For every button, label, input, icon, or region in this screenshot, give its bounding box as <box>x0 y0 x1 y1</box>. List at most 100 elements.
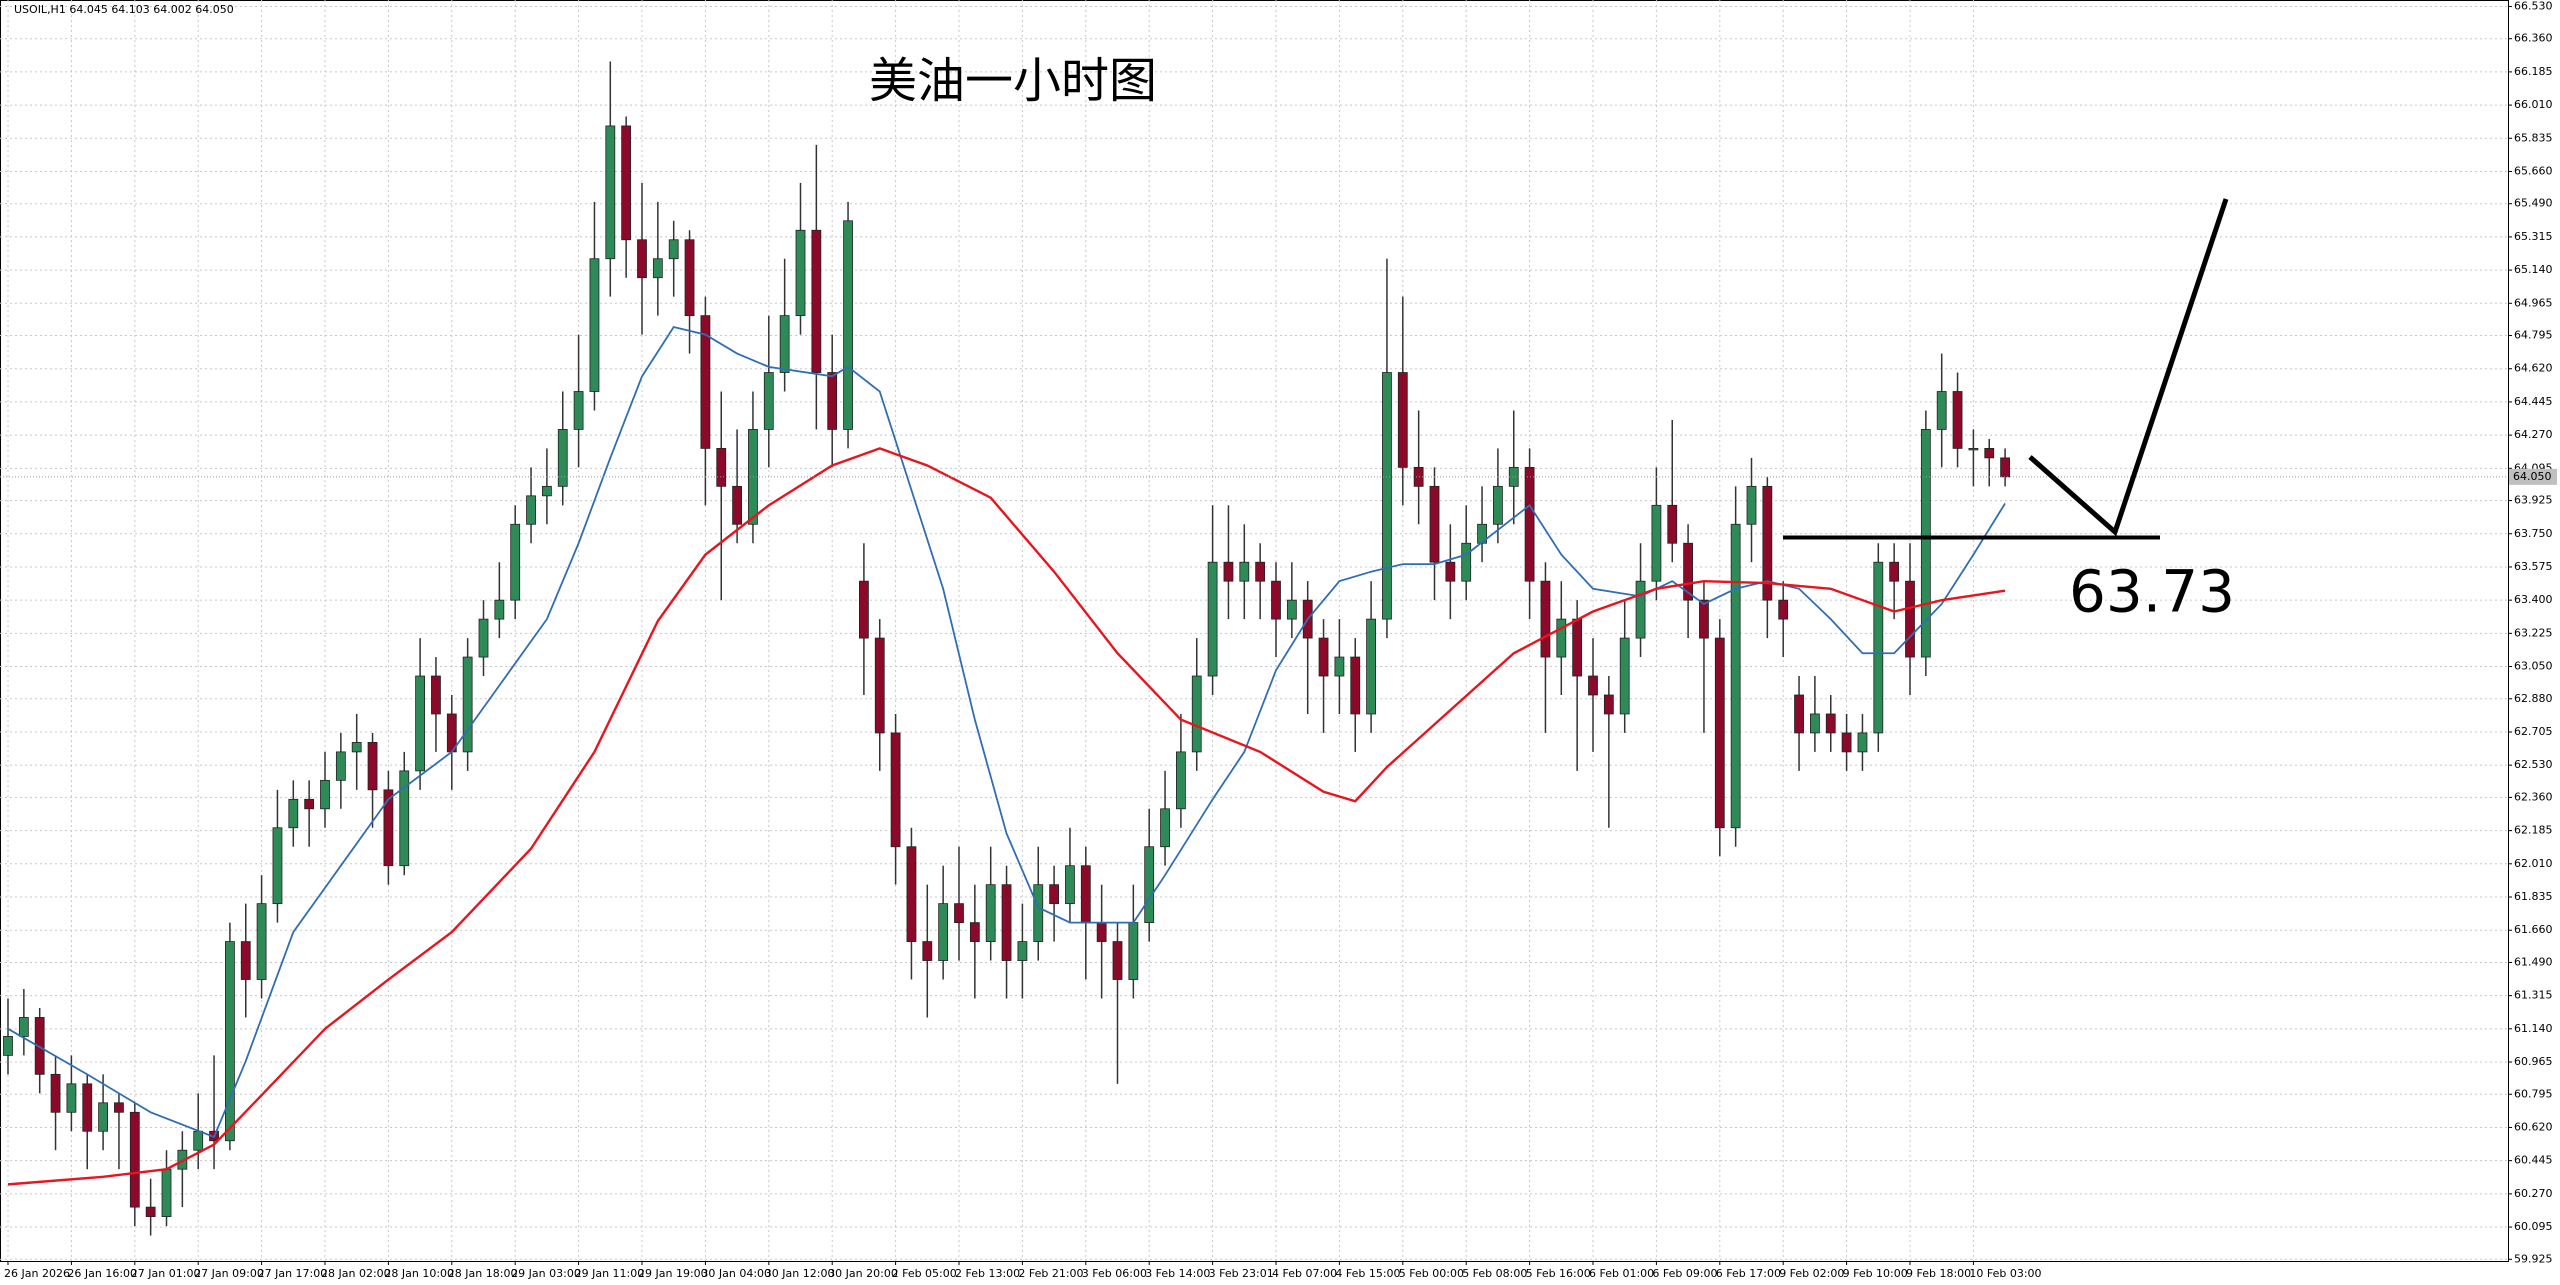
candle-body <box>114 1102 124 1113</box>
y-tick-label: 60.095 <box>2514 1220 2553 1233</box>
x-tick-label: 29 Jan 03:00 <box>511 1267 581 1280</box>
candle-body <box>1920 429 1931 658</box>
candle-body <box>1033 884 1044 942</box>
candle-body <box>1493 485 1503 525</box>
candle-body <box>1667 504 1678 544</box>
candle-body <box>1096 922 1107 942</box>
candle-body <box>1936 391 1947 430</box>
candle-body <box>795 229 806 317</box>
candle-body <box>763 372 774 430</box>
y-tick-label: 61.140 <box>2514 1022 2553 1035</box>
candle-body <box>1889 561 1900 582</box>
marks <box>0 61 2508 1236</box>
candle-body <box>1080 865 1091 924</box>
candle-body <box>1572 618 1583 677</box>
candle-body <box>637 239 647 279</box>
candle-body <box>1825 713 1836 734</box>
candle-body <box>1144 846 1155 924</box>
candle-body <box>161 1168 172 1218</box>
y-tick-label: 63.575 <box>2514 560 2553 573</box>
candle-body <box>351 742 362 753</box>
candle-body <box>1778 599 1789 620</box>
candle-body <box>1714 637 1725 829</box>
candle-body <box>1191 675 1202 753</box>
candle-body <box>589 258 600 392</box>
y-tick-label: 61.660 <box>2514 923 2553 936</box>
y-tick-label: 63.925 <box>2514 494 2553 507</box>
candle-body <box>399 770 410 867</box>
candle-body <box>272 827 283 905</box>
moving-average <box>7 325 2006 1139</box>
y-tick-label: 61.490 <box>2514 955 2553 968</box>
candle-body <box>1112 941 1123 980</box>
y-tick-label: 61.315 <box>2514 989 2553 1002</box>
y-tick-label: 61.835 <box>2514 890 2553 903</box>
candle-body <box>34 1017 45 1075</box>
candle-body <box>1952 391 1963 449</box>
y-tick-label: 65.660 <box>2514 164 2553 177</box>
candle-body <box>526 495 536 525</box>
projection-arrow <box>2028 198 2229 537</box>
candle-body <box>874 637 885 734</box>
x-tick-label: 5 Feb 00:00 <box>1399 1267 1464 1280</box>
grid <box>0 0 2508 1261</box>
candle-body <box>3 1036 13 1056</box>
x-tick-label: 27 Jan 09:00 <box>194 1267 264 1280</box>
x-tick-label: 10 Feb 03:00 <box>1969 1267 2041 1280</box>
candle-body <box>18 1017 29 1037</box>
x-tick-label: 2 Feb 13:00 <box>955 1267 1020 1280</box>
y-tick-label: 60.620 <box>2514 1120 2553 1133</box>
candle-body <box>621 125 632 241</box>
y-tick-label: 62.880 <box>2514 692 2553 705</box>
x-tick-label: 28 Jan 18:00 <box>448 1267 518 1280</box>
y-tick-label: 64.445 <box>2514 395 2553 408</box>
x-tick-label: 28 Jan 02:00 <box>321 1267 391 1280</box>
candle-body <box>1873 561 1884 734</box>
candle-body <box>494 599 505 620</box>
candle-body <box>1065 865 1075 905</box>
y-tick-label: 64.795 <box>2514 329 2553 342</box>
candle-body <box>320 779 330 810</box>
candle-body <box>1968 448 1979 451</box>
y-tick-label: 65.490 <box>2514 197 2553 210</box>
x-tick-label: 2 Feb 05:00 <box>892 1267 957 1280</box>
y-tick-label: 63.750 <box>2514 527 2553 540</box>
axes: 66.530 66.360 66.185 66.010 65.835 65.660 65.4… <box>4 0 2557 1280</box>
x-tick-label: 30 Jan 04:00 <box>701 1267 771 1280</box>
candle-body <box>716 448 727 487</box>
candle-body <box>50 1073 61 1113</box>
candle-body <box>1699 599 1709 639</box>
y-tick-label: 62.010 <box>2514 857 2553 870</box>
candle-body <box>1382 372 1392 620</box>
x-tick-label: 30 Jan 12:00 <box>765 1267 835 1280</box>
x-tick-label: 5 Feb 08:00 <box>1462 1267 1527 1280</box>
candle-body <box>1730 523 1741 829</box>
candle-body <box>462 656 473 753</box>
candle-body <box>1619 637 1630 715</box>
candle-body <box>1350 656 1361 715</box>
y-tick-label: 65.140 <box>2514 263 2553 276</box>
x-tick-label: 2 Feb 21:00 <box>1018 1267 1083 1280</box>
candle-body <box>1603 694 1614 715</box>
y-tick-label: 63.400 <box>2514 593 2553 606</box>
candle-body <box>367 742 378 791</box>
x-tick-label: 9 Feb 10:00 <box>1843 1267 1908 1280</box>
candle-body <box>478 618 489 658</box>
candle-body <box>1524 466 1535 582</box>
x-tick-label: 3 Feb 14:00 <box>1145 1267 1210 1280</box>
x-tick-label: 27 Jan 01:00 <box>131 1267 201 1280</box>
candle-body <box>668 239 679 260</box>
candle-body <box>985 884 996 942</box>
y-tick-label: 66.530 <box>2514 0 2553 12</box>
candle-body <box>431 675 441 715</box>
candle-body <box>98 1102 108 1132</box>
y-tick-label: 62.360 <box>2514 790 2553 803</box>
candle-body <box>1857 732 1868 753</box>
candle-body <box>1905 580 1915 658</box>
candle-body <box>129 1111 140 1208</box>
candle-body <box>1001 884 1012 961</box>
candle-body <box>573 391 584 430</box>
candle-body <box>811 229 822 373</box>
